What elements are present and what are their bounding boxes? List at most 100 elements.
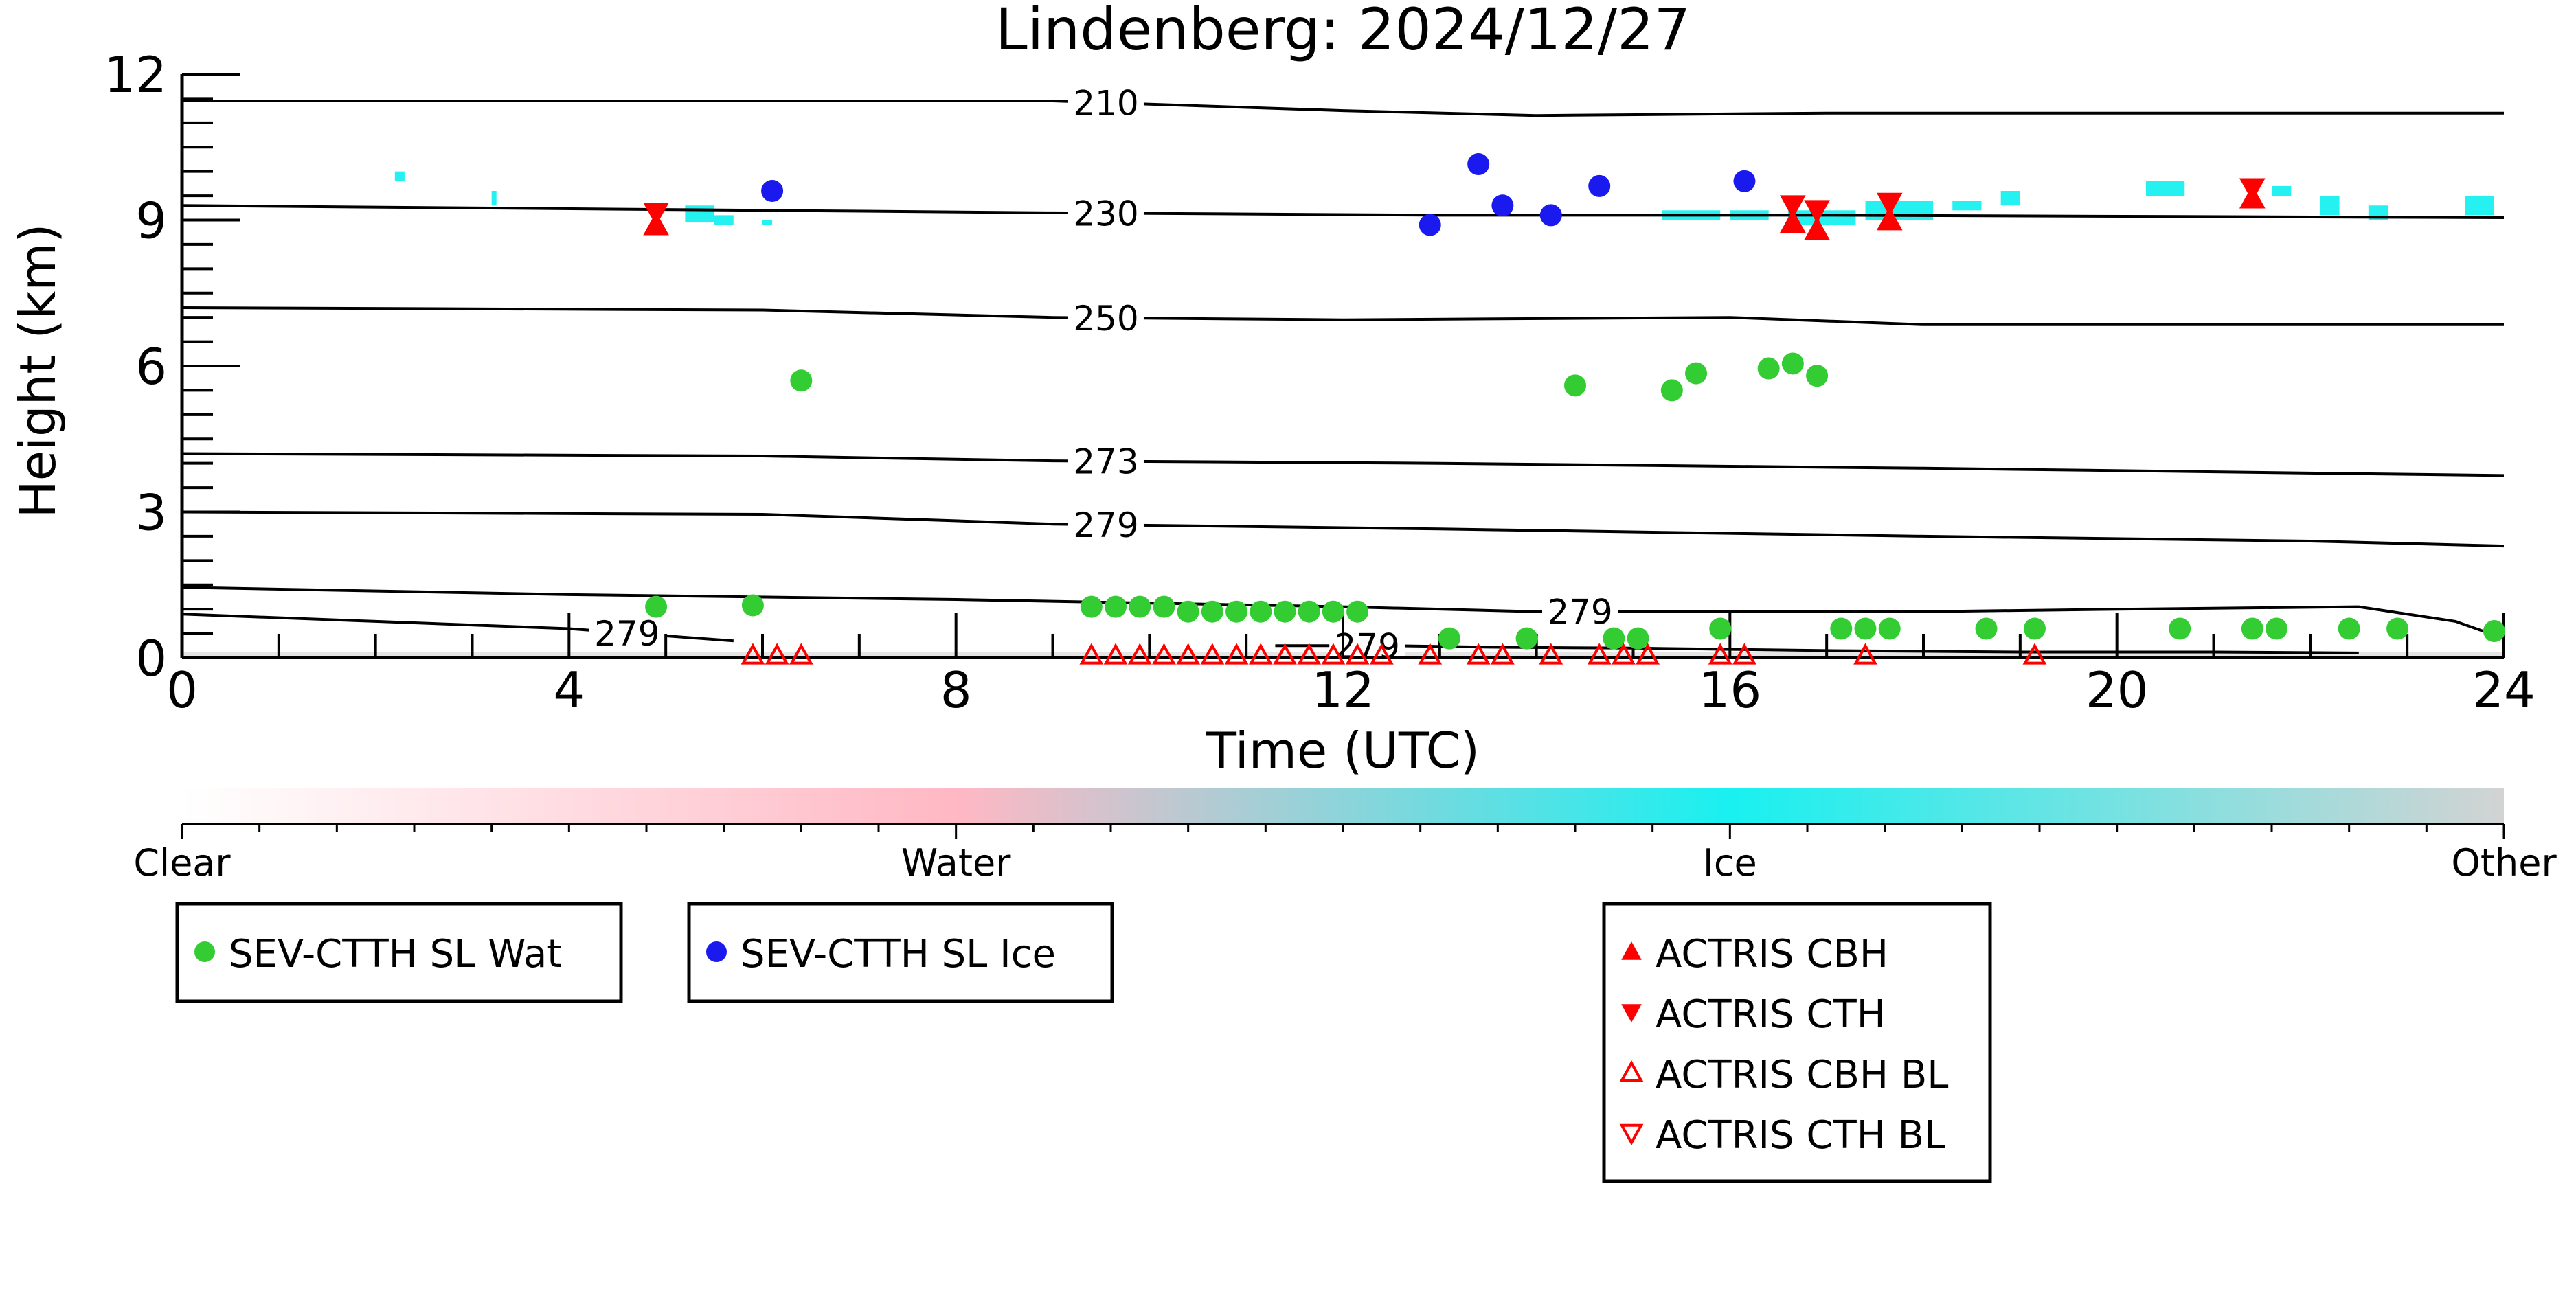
legend-marker xyxy=(194,941,215,962)
legend-marker xyxy=(1619,1060,1644,1082)
ice-cloud-pixels xyxy=(2320,196,2340,216)
actris-cbh-bl-point xyxy=(1079,643,1104,665)
y-tick-label: 3 xyxy=(135,484,167,542)
contour-label-bg xyxy=(1067,299,1144,336)
sev-ctth-sl-wat-point xyxy=(1975,617,1998,640)
sev-ctth-sl-ice-point xyxy=(1588,174,1611,197)
sev-ctth-sl-wat-point xyxy=(1274,600,1296,623)
contour-label: 279 xyxy=(594,614,659,654)
ice-cloud-pixels xyxy=(685,205,714,223)
x-tick-label: 12 xyxy=(1311,661,1375,719)
contour-label: 250 xyxy=(1073,299,1138,339)
sev-ctth-sl-wat-point xyxy=(1878,617,1901,640)
ice-cloud-pixels xyxy=(2000,191,2020,206)
ice-cloud-pixels xyxy=(1865,201,1934,220)
chart-title: Lindenberg: 2024/12/27 xyxy=(995,0,1691,63)
sev-ctth-sl-wat-point xyxy=(741,594,764,617)
sev-ctth-sl-wat-point xyxy=(1177,600,1199,623)
legend: SEV-CTTH SL Wat SEV-CTTH SL Ice ACTRIS CBH… xyxy=(175,902,1992,1183)
legend-box xyxy=(175,902,623,1003)
sev-ctth-sl-wat-point xyxy=(1603,627,1625,650)
legend-entry: SEV-CTTH SL Wat xyxy=(229,932,562,976)
actris-cbh-bl-point xyxy=(1103,643,1128,665)
sev-ctth-sl-ice-point xyxy=(1733,170,1756,192)
actris-cbh-bl-point xyxy=(1490,643,1515,665)
sev-ctth-sl-wat-point xyxy=(1322,600,1344,623)
sev-ctth-sl-wat-point xyxy=(1438,627,1460,650)
contour-label-bg xyxy=(1067,443,1144,479)
cloud-type-layer xyxy=(182,171,2504,658)
colorbar-label: Clear xyxy=(133,841,231,884)
actris-cth-point xyxy=(1804,200,1830,224)
legend-entry: ACTRIS CBH BL xyxy=(1656,1053,1948,1097)
actris-cbh-bl-point xyxy=(1345,643,1370,665)
actris-cbh-bl-point xyxy=(1587,643,1612,665)
sev-ctth-sl-ice-point xyxy=(1467,153,1490,176)
legend-entry: ACTRIS CBH xyxy=(1656,932,1888,976)
axes: 0 3 6 9 12 0 4 8 12 16 20 24 xyxy=(104,46,2535,719)
sev-ctth-sl-wat-point xyxy=(1564,374,1586,397)
sev-ctth-sl-ice-point xyxy=(761,180,784,202)
sev-ctth-sl-wat-point xyxy=(1515,627,1538,650)
contour-label: 230 xyxy=(1073,194,1138,233)
actris-cbh-bl-point xyxy=(1297,643,1322,665)
sev-ctth-sl-wat-point xyxy=(1201,600,1223,623)
actris-cbh-bl-point xyxy=(1273,643,1297,665)
actris-cbh-bl-point xyxy=(1853,643,1877,665)
actris-cth-point xyxy=(1780,195,1806,219)
actris-cbh-bl-point xyxy=(741,643,765,665)
actris-cbh-bl-point xyxy=(1152,643,1176,665)
actris-cbh-bl-point xyxy=(1224,643,1249,665)
contour-line-230 xyxy=(181,204,2505,219)
actris-cbh-point xyxy=(1804,216,1830,240)
colorbar-gradient xyxy=(182,788,2504,824)
actris-cbh-bl-point xyxy=(2022,643,2047,665)
contour-label-bg xyxy=(1542,593,1618,630)
contour-line-273 xyxy=(181,452,2505,477)
sev-ctth-sl-wat-point xyxy=(2023,617,2046,640)
sev-ctth-sl-wat-point xyxy=(1660,379,1683,402)
y-tick-label: 9 xyxy=(135,192,167,250)
actris-cbh-bl-point xyxy=(789,643,813,665)
sev-ctth-sl-wat-point xyxy=(1153,595,1175,618)
actris-cth-point xyxy=(643,202,669,226)
colorbar-label: Other xyxy=(2451,841,2557,884)
actris-cbh-bl-point xyxy=(765,643,789,665)
sev-ctth-sl-wat-point xyxy=(1781,352,1804,375)
actris-cbh-bl-point xyxy=(1321,643,1346,665)
actris-cbh-bl-point xyxy=(1369,643,1394,665)
actris-cbh-bl-point xyxy=(1708,643,1732,665)
x-tick-label: 20 xyxy=(2086,661,2149,719)
sev-ctth-sl-wat-point xyxy=(2266,617,2288,640)
contour-label-bg xyxy=(1067,195,1144,231)
sev-ctth-sl-wat-point xyxy=(2483,620,2505,643)
contour-label-bg xyxy=(1067,507,1144,543)
actris-cbh-bl-point xyxy=(1612,643,1636,665)
contour-label: 279 xyxy=(1547,593,1612,632)
data-markers xyxy=(643,153,2505,665)
legend-entry: SEV-CTTH SL Ice xyxy=(741,932,1056,976)
sev-ctth-sl-wat-point xyxy=(2338,617,2360,640)
ice-cloud-pixels xyxy=(394,171,405,181)
ice-cloud-pixels xyxy=(714,215,734,225)
y-axis-label: Height (km) xyxy=(9,224,67,518)
sev-ctth-sl-wat-point xyxy=(1225,600,1248,623)
actris-cbh-bl-point xyxy=(1176,643,1201,665)
contour-label: 210 xyxy=(1073,84,1138,124)
actris-cbh-bl-point xyxy=(1636,643,1660,665)
actris-cbh-bl-point xyxy=(1732,643,1756,665)
sev-ctth-sl-ice-point xyxy=(1419,214,1441,236)
contour-label-bg xyxy=(1067,84,1144,121)
sev-ctth-sl-wat-point xyxy=(2169,617,2191,640)
sev-ctth-sl-wat-point xyxy=(1757,357,1780,380)
sev-ctth-sl-wat-point xyxy=(1854,617,1877,640)
sev-ctth-sl-wat-point xyxy=(1685,362,1708,385)
sev-ctth-sl-wat-point xyxy=(1250,600,1272,623)
sev-ctth-sl-wat-point xyxy=(645,595,668,618)
sev-ctth-sl-wat-point xyxy=(1129,595,1151,618)
legend-marker xyxy=(1621,941,1642,960)
cloud-type-colorbar: Clear Water Ice Other xyxy=(133,788,2557,884)
ice-cloud-pixels xyxy=(2465,196,2494,216)
x-tick-label: 8 xyxy=(940,661,972,719)
sev-ctth-sl-wat-point xyxy=(1346,600,1369,623)
